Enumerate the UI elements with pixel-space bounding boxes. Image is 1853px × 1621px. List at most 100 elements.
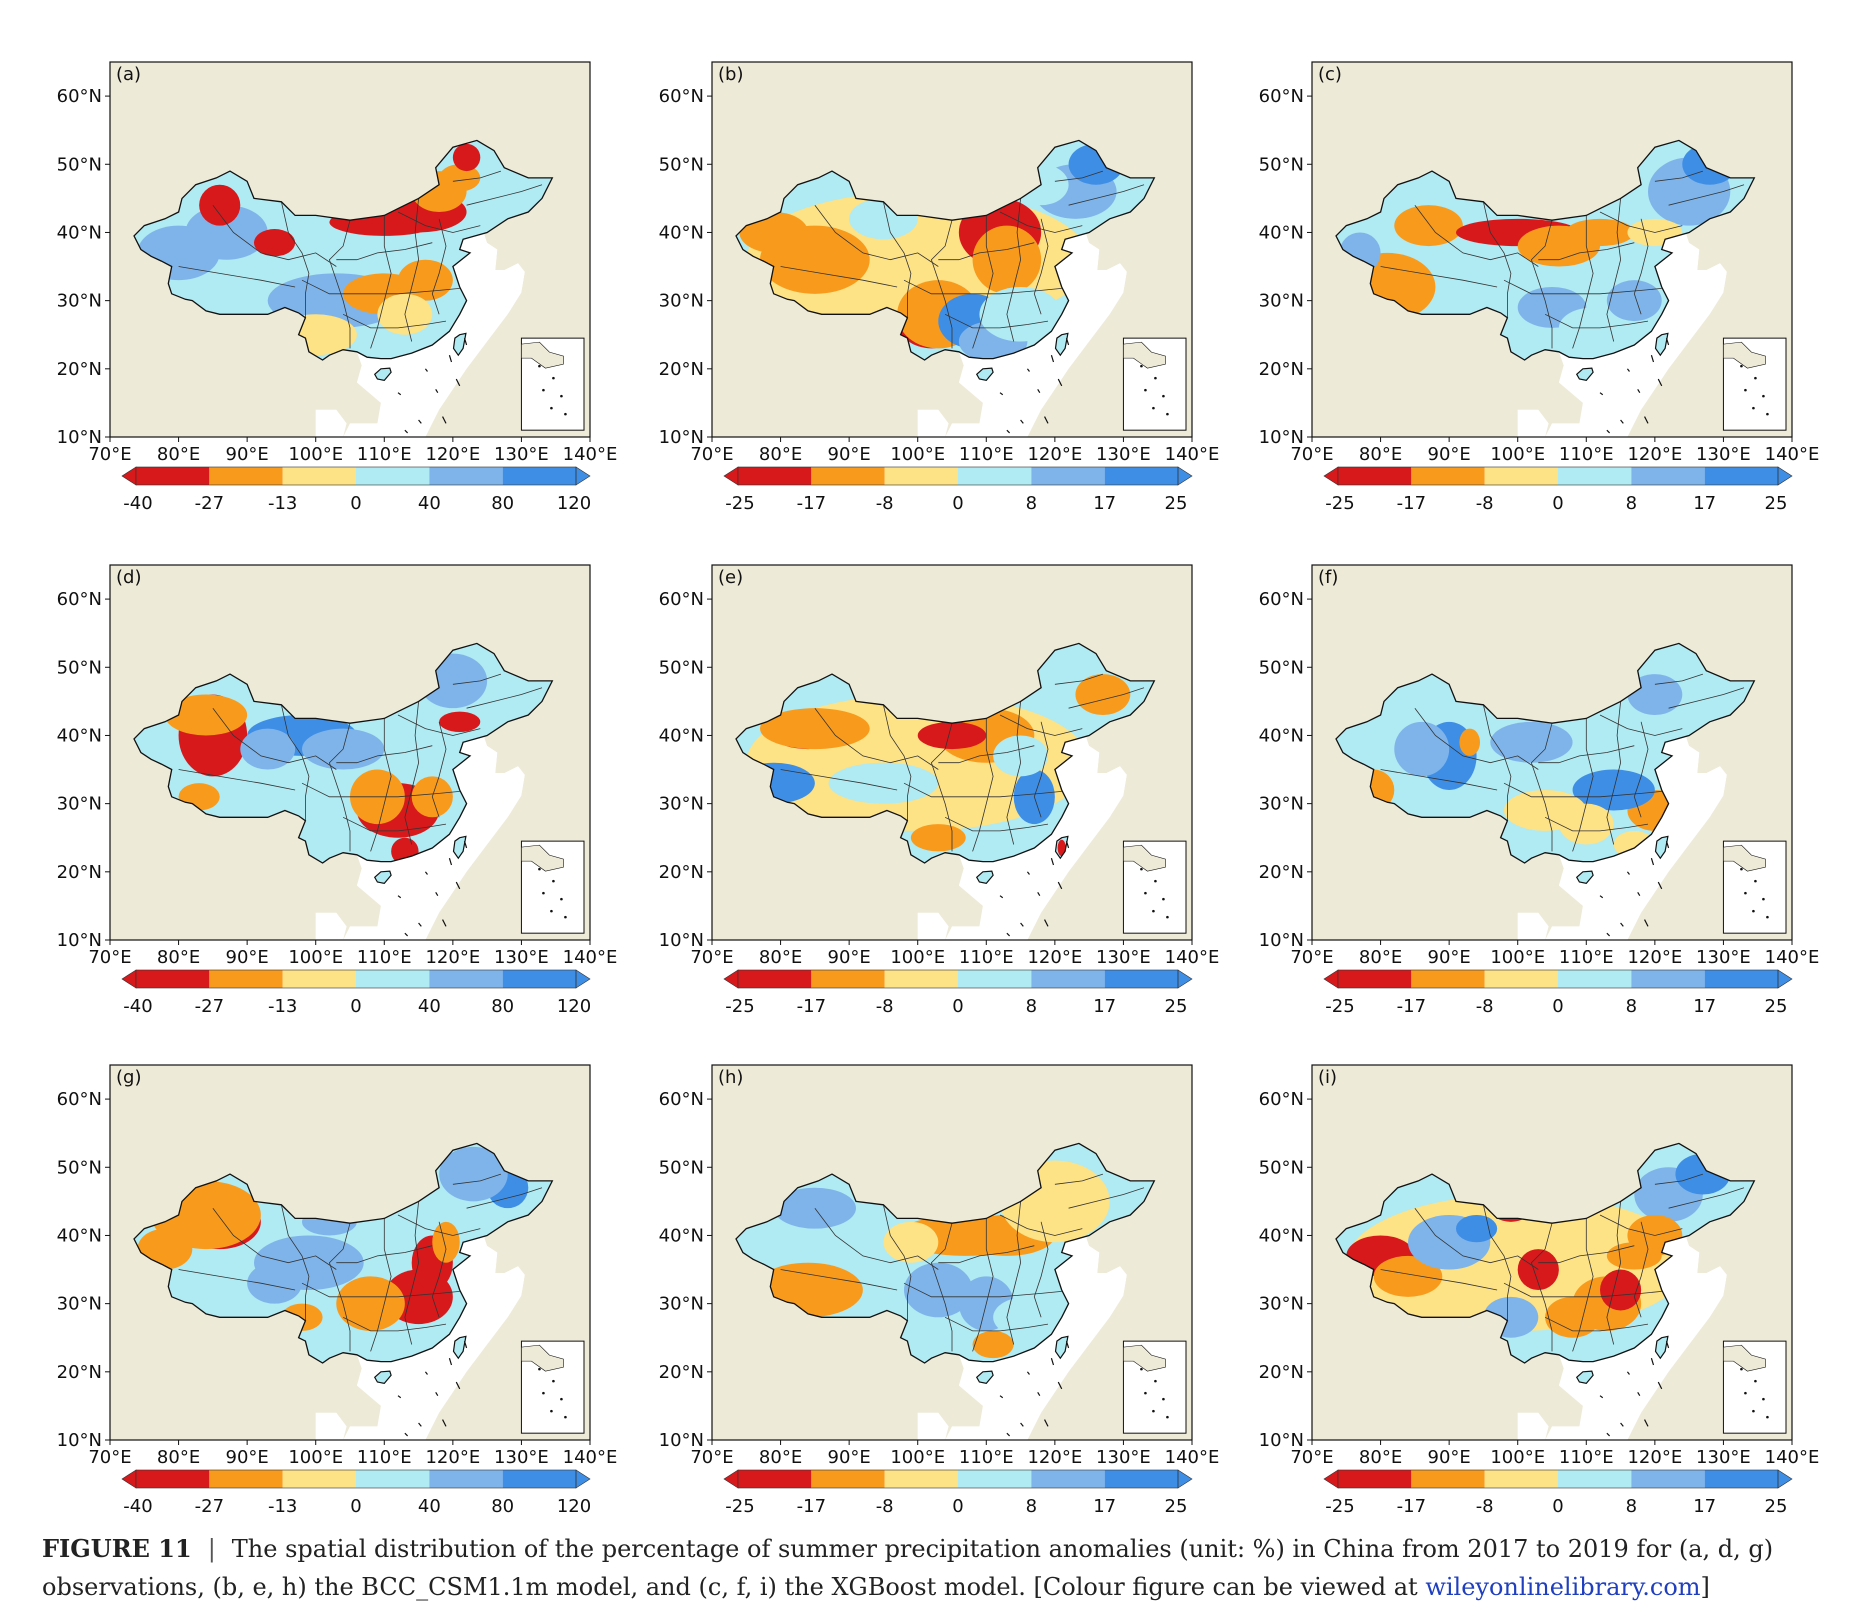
south-china-sea-dash [442,919,447,927]
south-china-sea-dash [1006,429,1011,434]
south-china-sea-dash [442,1419,447,1427]
panel-label: (i) [1318,1067,1337,1088]
province-boundary [903,782,1062,798]
province-boundary [1530,723,1553,852]
inset-island [550,1409,553,1413]
lat-tick-label: 40°N [1259,1225,1304,1246]
lat-tick-label: 40°N [1259,725,1304,746]
colorbar: -25 -17 -8 0 8 17 25 [1323,466,1793,514]
colorbar-tick-label: 17 [1693,493,1716,514]
colorbar-segment [136,1470,210,1488]
province-boundary [342,1316,447,1332]
colorbar-segment [1631,970,1705,988]
colorbar-tick-label: -40 [123,1496,152,1517]
hokkaido [590,698,628,725]
colorbar-tick-label: -25 [1325,493,1354,514]
japan [521,1228,590,1296]
sea [1545,232,1727,437]
colorbar-tick-label: -17 [1397,996,1426,1017]
south-china-sea-dash [424,871,428,875]
colorbar-frame [1337,969,1779,989]
colorbar-tick-label: 0 [1552,493,1563,514]
south-china-sea-dash [1006,932,1011,937]
lon-tick-label: 110°E [357,947,412,968]
south-china-sea-dash [1644,1419,1649,1427]
inset-island [1754,376,1757,380]
south-china-sea-dash [1657,378,1663,387]
south-china-sea-dash [448,858,453,866]
lat-tick-label: 40°N [57,1225,102,1246]
inset-island [564,915,567,919]
province-boundary [370,1218,392,1352]
province-boundary [972,1218,994,1352]
province-boundary [1606,1201,1622,1345]
province-boundary [1538,1245,1635,1264]
province-boundary [938,745,1035,764]
colorbar-segment [429,970,503,988]
sea [945,1235,1127,1440]
colorbar-segment [209,1470,283,1488]
province-boundary [1654,673,1704,685]
anomaly-region [1373,1255,1443,1297]
south-china-sea-dash [397,1395,402,1399]
province-boundary [780,266,898,288]
south-china-sea-dash [1020,1422,1024,1427]
panel-label: (h) [718,1067,743,1088]
inset-island [1152,909,1155,913]
caption-separator: | [207,1535,216,1563]
caption-link[interactable]: wileyonlinelibrary.com [1425,1573,1701,1601]
lat-tick-label: 60°N [659,86,704,107]
south-china-sea-dash [1026,871,1030,875]
lat-tick-label: 60°N [659,589,704,610]
province-boundary [1633,218,1649,315]
south-china-sea-dash [1050,858,1055,866]
gulf-of-thailand [1517,1412,1549,1440]
south-china-sea-dash [442,416,447,424]
lon-tick-label: 90°E [828,444,871,465]
colorbar-tick-label: -8 [1476,996,1494,1017]
map-panel: (g) 60°N 50°N 40°N 30°N 20°N 10°N 70°E 80°E 90°E 1… [30,1055,630,1555]
colorbar-segment [356,970,430,988]
province-boundary [883,1204,912,1321]
inset-island [538,364,541,368]
map-frame [1311,61,1793,438]
province-boundary [930,723,953,852]
colorbar-segment [356,467,430,485]
lon-tick-label: 100°E [288,1447,343,1468]
anomaly-region [1456,1215,1498,1243]
south-china-sea-dash [418,922,422,927]
colorbar-tick-label: 8 [1026,996,1037,1017]
colorbar-segment [1031,467,1105,485]
lon-tick-label: 130°E [1096,947,1151,968]
colorbar-tick-label: -8 [876,493,894,514]
south-china-sea-dash [1644,416,1649,424]
map-panel: (d) 60°N 50°N 40°N 30°N 20°N 10°N 70°E 80°E 90°E 1… [30,555,630,1055]
lat-tick-label: 60°N [57,589,102,610]
province-boundary [1503,782,1662,798]
gulf-of-thailand [315,409,347,437]
south-china-sea-dash [1665,337,1670,346]
south-china-sea-dash [418,419,422,424]
lon-tick-label: 120°E [1627,1447,1682,1468]
sea [343,735,525,940]
anomaly-region [1517,1249,1559,1290]
lon-tick-label: 130°E [1096,444,1151,465]
inset-island [1154,1379,1157,1383]
lon-tick-label: 130°E [494,444,549,465]
gulf-of-thailand [1517,912,1549,940]
colorbar-tick-label: 25 [1165,493,1188,514]
colorbar-tick-label: 120 [557,493,591,514]
colorbar-segment [282,970,356,988]
sea [945,232,1127,437]
south-china-sea-dash [1020,419,1024,424]
map-svg: (a) 60°N 50°N 40°N 30°N 20°N 10°N70°E 80°E 90°E 1… [57,61,617,514]
inset-island [1744,388,1747,392]
colorbar-tick-label: -17 [1397,493,1426,514]
lat-tick-label: 50°N [659,1157,704,1178]
anomaly-region [773,1187,856,1229]
map-panel: (f) 60°N 50°N 40°N 30°N 20°N 10°N 70°E 80°E 90°E 1… [1232,555,1832,1055]
panel-label: (c) [1318,64,1342,85]
colorbar-segment [1558,1470,1632,1488]
colorbar-high-arrow [1177,1469,1193,1489]
